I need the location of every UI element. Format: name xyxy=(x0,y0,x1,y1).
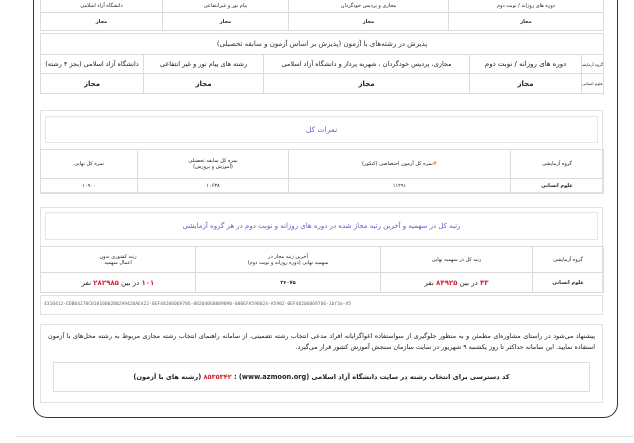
header-azad: دانشگاه آزاد اسلامی xyxy=(40,0,163,13)
quota-rank: ۴۳ در بین ۸۴۹۲۵ نفر xyxy=(380,272,533,293)
notice-text: پیشنهاد می‌شود در راستای مشاوره‌ای مطمئن… xyxy=(48,332,595,351)
header-group: گروه آزمایشی xyxy=(510,149,604,179)
group-name: علوم انسانی xyxy=(581,73,605,94)
divider xyxy=(15,436,634,437)
access-code-box: کد دسترسی برای انتخاب رشته در سایت دانشگ… xyxy=(53,362,590,392)
header-virtual: مجازی و پردیس خودگردان xyxy=(288,0,449,13)
header-azad: دانشگاه آزاد اسلامی (بجز ۴ رشته) xyxy=(39,54,145,74)
verification-hash: 4310412-EDB04270C01010002B02A9420AE422-0… xyxy=(40,295,603,315)
header-exam-score: #نمره کل آزمون اختصاصی (کنکور) xyxy=(288,149,511,179)
group-name: علوم انسانی xyxy=(532,272,604,293)
academic-score: ۱۰۶۳۸ xyxy=(137,178,289,194)
header-final-score: نمره کل نهایی xyxy=(40,149,138,179)
header-academic-score: نمره کل سابقه تحصیلی (آموزش و پرورش) xyxy=(137,149,289,179)
value-azad: مجاز xyxy=(39,73,145,94)
group-name: علوم انسانی xyxy=(510,178,604,194)
marker: # xyxy=(432,161,437,167)
value-daily: مجاز xyxy=(448,12,604,31)
notice-box: پیشنهاد می‌شود در راستای مشاوره‌ای مطمئن… xyxy=(40,324,603,403)
value-virtual: مجاز xyxy=(288,12,449,31)
exam-admission-table: پذیرش در رشته‌های با آزمون (پذیرش بر اسا… xyxy=(39,33,605,94)
value-payamnoor: مجاز xyxy=(162,12,289,31)
quota-table: دوره های روزانه / نوبت دوم مجازی و پردیس… xyxy=(40,0,604,31)
header-last-rank: آخرین رتبه مجاز در سهمیه نهایی (دوره روزا… xyxy=(195,246,381,273)
value-virtual: مجاز xyxy=(263,73,471,94)
access-code-label: کد دسترسی برای انتخاب رشته در سایت دانشگ… xyxy=(233,373,510,381)
value-azad: مجاز xyxy=(40,12,163,31)
header-daily: دوره های روزانه / نوبت دوم xyxy=(469,54,583,74)
header-group: گروه آزمایشی xyxy=(581,54,605,74)
header-payamnoor: رشته های پیام نور و غیر انتفاعی xyxy=(143,54,265,74)
header-group: گروه آزمایشی xyxy=(532,246,604,273)
value-daily: مجاز xyxy=(469,73,583,94)
final-score: ۱۰۹۰۰ xyxy=(40,178,138,194)
header-virtual: مجازی، پردیس خودگردان ، شهریه پرداز و دا… xyxy=(263,54,471,74)
access-code-suffix: (رشته های با آزمون) xyxy=(133,373,202,381)
header-payamnoor: پیام نور و غیرانتفاعی xyxy=(162,0,289,13)
ranks-title: رتبه کل در سهمیه و آخرین رتبه مجاز شده د… xyxy=(45,212,598,240)
access-code-value: ۸۵۳۵۳۴۲ xyxy=(203,373,232,381)
value-payamnoor: مجاز xyxy=(143,73,265,94)
result-card xyxy=(33,0,618,418)
exam-score: ۱۱۲۹۱ xyxy=(288,178,511,194)
ranks-table: گروه آزمایشی رتبه کل در سهمیه نهایی آخری… xyxy=(40,246,604,293)
header-quota-rank: رتبه کل در سهمیه نهایی xyxy=(380,246,533,273)
header-national-rank: رتبه کشوری بدون اعمال سهمیه xyxy=(40,246,196,273)
scores-title: نمرات کل xyxy=(45,116,598,143)
header-daily: دوره های روزانه / نوبت دوم xyxy=(448,0,604,13)
last-rank: ۳۶۰۷۵ xyxy=(195,272,381,293)
exam-admission-title: پذیرش در رشته‌های با آزمون (پذیرش بر اسا… xyxy=(39,33,605,55)
scores-table: گروه آزمایشی #نمره کل آزمون اختصاصی (کنک… xyxy=(40,149,604,194)
national-rank: ۱۰۱ در بین ۲۸۲۹۸۵ نفر xyxy=(40,272,196,293)
